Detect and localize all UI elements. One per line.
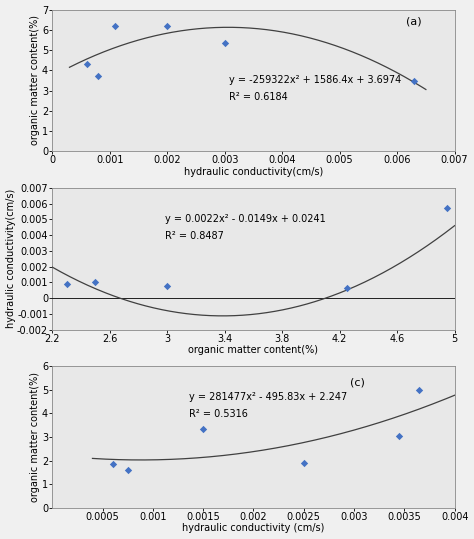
Point xyxy=(343,284,351,292)
X-axis label: hydraulic conductivity(cm/s): hydraulic conductivity(cm/s) xyxy=(184,167,323,177)
Y-axis label: organic matter content(%): organic matter content(%) xyxy=(30,372,40,502)
Point xyxy=(164,22,171,30)
Point xyxy=(112,22,119,30)
Point xyxy=(200,424,207,433)
Text: R² = 0.6184: R² = 0.6184 xyxy=(229,93,288,102)
Text: y = 281477x² - 495.83x + 2.247: y = 281477x² - 495.83x + 2.247 xyxy=(189,392,347,402)
Point xyxy=(63,280,71,288)
Point xyxy=(91,278,99,287)
Text: y = 0.0022x² - 0.0149x + 0.0241: y = 0.0022x² - 0.0149x + 0.0241 xyxy=(165,214,326,224)
Text: (a): (a) xyxy=(406,17,422,26)
Point xyxy=(395,432,403,440)
Y-axis label: hydraulic conductivity(cm/s): hydraulic conductivity(cm/s) xyxy=(6,189,16,328)
Point xyxy=(444,204,451,212)
X-axis label: organic matter content(%): organic matter content(%) xyxy=(189,345,319,355)
Text: R² = 0.8487: R² = 0.8487 xyxy=(165,231,224,241)
Point xyxy=(124,466,131,474)
Y-axis label: organic matter content(%): organic matter content(%) xyxy=(30,16,40,146)
Point xyxy=(416,385,423,394)
Text: R² = 0.5316: R² = 0.5316 xyxy=(189,409,248,419)
X-axis label: hydraulic conductivity (cm/s): hydraulic conductivity (cm/s) xyxy=(182,523,325,534)
Point xyxy=(94,72,102,81)
Point xyxy=(221,39,228,47)
Point xyxy=(109,460,117,468)
Text: y = -259322x² + 1586.4x + 3.6974: y = -259322x² + 1586.4x + 3.6974 xyxy=(229,75,401,86)
Text: (c): (c) xyxy=(350,377,365,388)
Point xyxy=(410,77,418,86)
Point xyxy=(83,60,91,68)
Point xyxy=(164,282,171,291)
Point xyxy=(300,459,308,467)
